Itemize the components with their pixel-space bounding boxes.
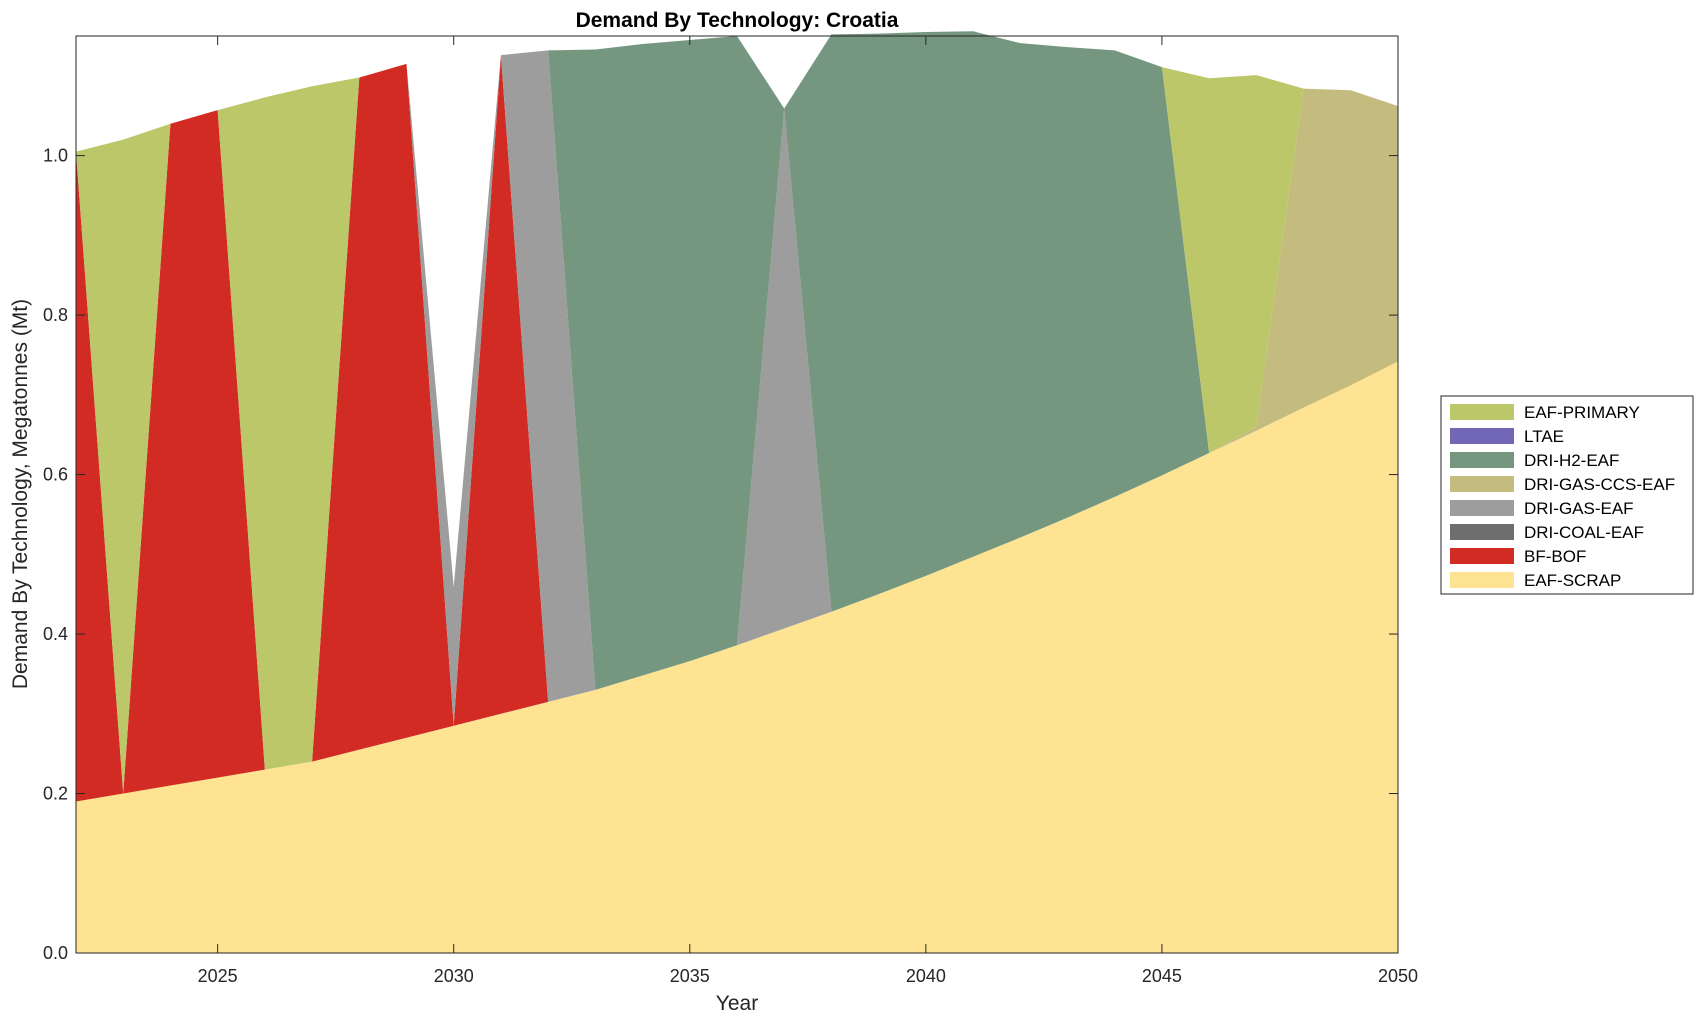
legend-label-bf-bof: BF-BOF (1524, 547, 1586, 566)
legend-label-dri-gas-eaf: DRI-GAS-EAF (1524, 499, 1634, 518)
legend-swatch-bf-bof (1450, 548, 1514, 564)
y-axis-title: Demand By Technology, Megatonnes (Mt) (9, 299, 32, 689)
y-tick-label: 0.6 (43, 465, 68, 485)
area-dri-h2-eaf (76, 31, 1398, 794)
axes-frame (75, 35, 1399, 954)
area-eaf-scrap (76, 361, 1398, 954)
x-tick-label: 2030 (434, 966, 474, 986)
x-tick-label: 2040 (906, 966, 946, 986)
axis-ticks: 2025 2030 2035 2040 2045 2050 0.0 0.2 0.4 0.6 0.8 1… (43, 36, 1418, 986)
y-tick-label: 1.0 (43, 146, 68, 166)
legend-swatch-ltae (1450, 428, 1514, 444)
x-tick-label: 2045 (1142, 966, 1182, 986)
legend-swatch-dri-coal-eaf (1450, 524, 1514, 540)
x-tick-label: 2025 (198, 966, 238, 986)
legend-label-eaf-primary: EAF-PRIMARY (1524, 403, 1640, 422)
legend-swatch-dri-gas-ccs-eaf (1450, 476, 1514, 492)
legend-items: EAF-PRIMARY LTAE DRI-H2-EAF DRI-GAS-CCS-EAF… (1450, 403, 1675, 590)
legend-swatch-dri-gas-eaf (1450, 500, 1514, 516)
area-eaf-primary (76, 31, 1398, 794)
plot-area-layers (76, 31, 1398, 954)
legend-swatch-eaf-primary (1450, 404, 1514, 420)
x-axis-title: Year (716, 992, 758, 1015)
legend-label-dri-gas-ccs-eaf: DRI-GAS-CCS-EAF (1524, 475, 1675, 494)
legend-label-dri-h2-eaf: DRI-H2-EAF (1524, 451, 1619, 470)
y-tick-label: 0.8 (43, 305, 68, 325)
area-bf-bof (76, 55, 1398, 802)
chart-title: Demand By Technology: Croatia (576, 9, 899, 32)
legend: EAF-PRIMARY LTAE DRI-H2-EAF DRI-GAS-CCS-EAF… (1440, 395, 1694, 595)
y-tick-label: 0.0 (43, 943, 68, 963)
y-tick-label: 0.2 (43, 784, 68, 804)
legend-swatch-eaf-scrap (1450, 572, 1514, 588)
legend-swatch-dri-h2-eaf (1450, 452, 1514, 468)
legend-label-eaf-scrap: EAF-SCRAP (1524, 571, 1621, 590)
legend-label-ltae: LTAE (1524, 427, 1564, 446)
y-tick-label: 0.4 (43, 624, 68, 644)
legend-label-dri-coal-eaf: DRI-COAL-EAF (1524, 523, 1644, 542)
x-tick-label: 2035 (670, 966, 710, 986)
x-tick-label: 2050 (1378, 966, 1418, 986)
